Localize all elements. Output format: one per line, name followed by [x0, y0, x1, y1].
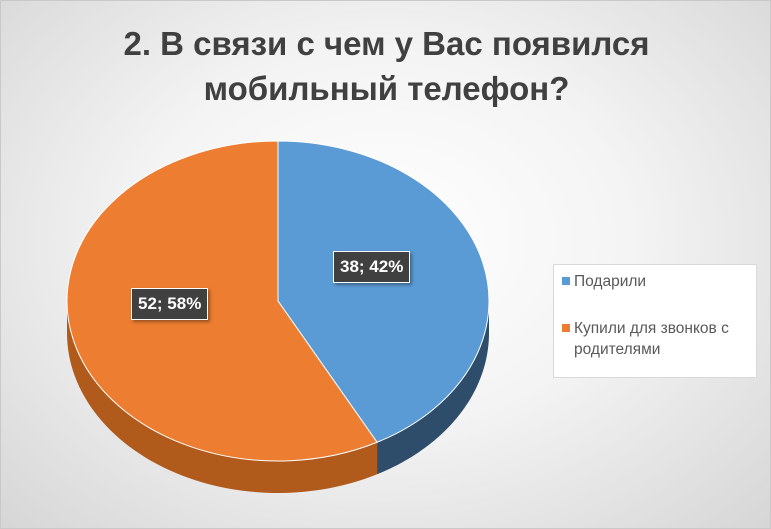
data-label-kupili: 52; 58% [131, 288, 209, 320]
slice-kupili [66, 140, 378, 462]
chart-title-line-1: 2. В связи с чем у Вас появился [123, 25, 650, 62]
legend-label-kupili: Купили для звонков с родителями [574, 320, 729, 358]
legend-swatch-kupili [562, 324, 570, 332]
chart-title: 2. В связи с чем у Вас появился мобильны… [1, 21, 770, 111]
legend-item-podarili: Подарили [562, 271, 748, 292]
legend-swatch-podarili [562, 277, 570, 285]
chart-title-line-2: мобильный телефон? [203, 70, 570, 107]
legend: Подарили Купили для звонков с родителями [553, 264, 757, 378]
slice-podarili [277, 140, 490, 443]
legend-item-kupili: Купили для звонков с родителями [562, 318, 748, 360]
data-label-podarili: 38; 42% [333, 251, 411, 283]
slice-podarili-side [377, 301, 489, 475]
legend-label-podarili: Подарили [574, 273, 647, 290]
slice-kupili-side [67, 301, 378, 493]
